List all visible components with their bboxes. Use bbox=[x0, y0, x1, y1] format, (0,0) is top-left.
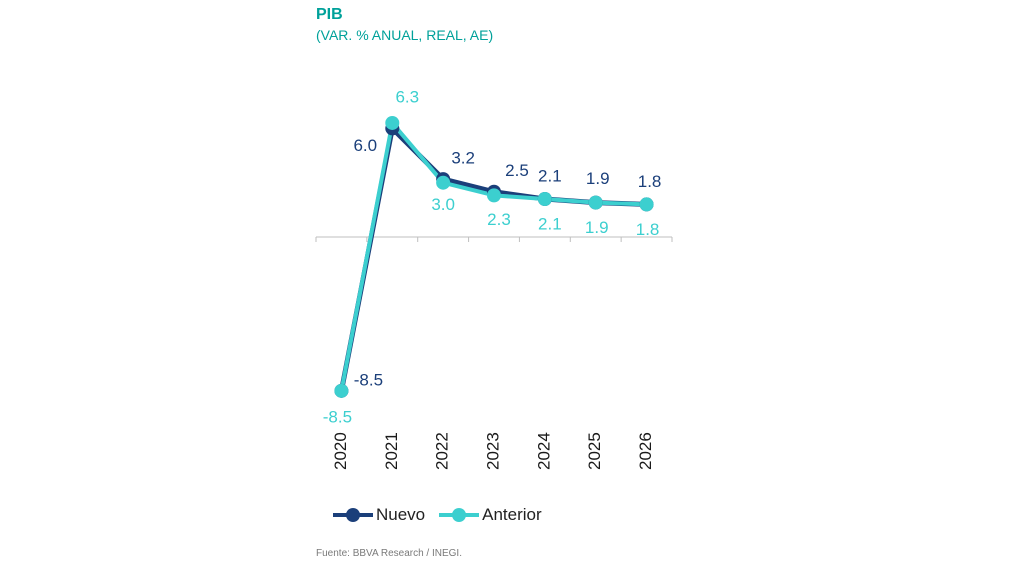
data-label-anterior-2021: 6.3 bbox=[395, 87, 419, 106]
x-tick-label-2023: 2023 bbox=[483, 432, 502, 470]
legend-swatch-nuevo bbox=[333, 507, 373, 523]
data-label-nuevo-2021: 6.0 bbox=[353, 136, 377, 155]
data-label-anterior-2025: 1.9 bbox=[585, 218, 609, 237]
data-label-nuevo-2024: 2.1 bbox=[538, 166, 562, 185]
legend-label-nuevo: Nuevo bbox=[376, 505, 426, 524]
data-label-anterior-2022: 3.0 bbox=[431, 195, 455, 214]
data-label-anterior-2024: 2.1 bbox=[538, 214, 562, 233]
series-line-nuevo bbox=[338, 125, 647, 392]
data-point-anterior-2023 bbox=[487, 188, 501, 203]
x-tick-label-2020: 2020 bbox=[331, 432, 350, 470]
chart-subtitle: (VAR. % ANUAL, REAL, AE) bbox=[316, 27, 494, 43]
data-label-nuevo-2022: 3.2 bbox=[451, 149, 475, 168]
chart-title: PIB bbox=[316, 6, 343, 23]
chart-legend: Nuevo Anterior bbox=[333, 505, 542, 525]
x-tick-label-2022: 2022 bbox=[433, 432, 452, 470]
data-label-nuevo-2023: 2.5 bbox=[505, 161, 529, 180]
data-label-anterior-2020: -8.5 bbox=[323, 407, 352, 426]
data-point-anterior-2022 bbox=[436, 175, 451, 190]
data-label-nuevo-2025: 1.9 bbox=[586, 169, 610, 188]
legend-item-anterior: Anterior bbox=[439, 505, 542, 525]
source-note: Fuente: BBVA Research / INEGI. bbox=[316, 548, 462, 559]
legend-label-anterior: Anterior bbox=[482, 505, 542, 524]
data-point-anterior-2024 bbox=[537, 191, 552, 206]
x-tick-label-2021: 2021 bbox=[382, 432, 401, 470]
data-point-anterior-2025 bbox=[588, 195, 603, 210]
x-tick-label-2025: 2025 bbox=[585, 432, 604, 470]
data-label-nuevo-2026: 1.8 bbox=[638, 172, 662, 191]
legend-item-nuevo: Nuevo bbox=[333, 505, 425, 525]
x-tick-label-2026: 2026 bbox=[636, 432, 655, 470]
x-tick-label-2024: 2024 bbox=[534, 432, 553, 470]
data-label-anterior-2026: 1.8 bbox=[636, 220, 660, 239]
data-label-anterior-2023: 2.3 bbox=[487, 210, 511, 229]
data-point-anterior-2020 bbox=[334, 383, 349, 398]
data-point-anterior-2026 bbox=[639, 197, 654, 212]
legend-swatch-anterior bbox=[439, 507, 480, 523]
data-label-nuevo-2020: -8.5 bbox=[354, 370, 383, 389]
data-point-anterior-2021 bbox=[385, 115, 400, 130]
